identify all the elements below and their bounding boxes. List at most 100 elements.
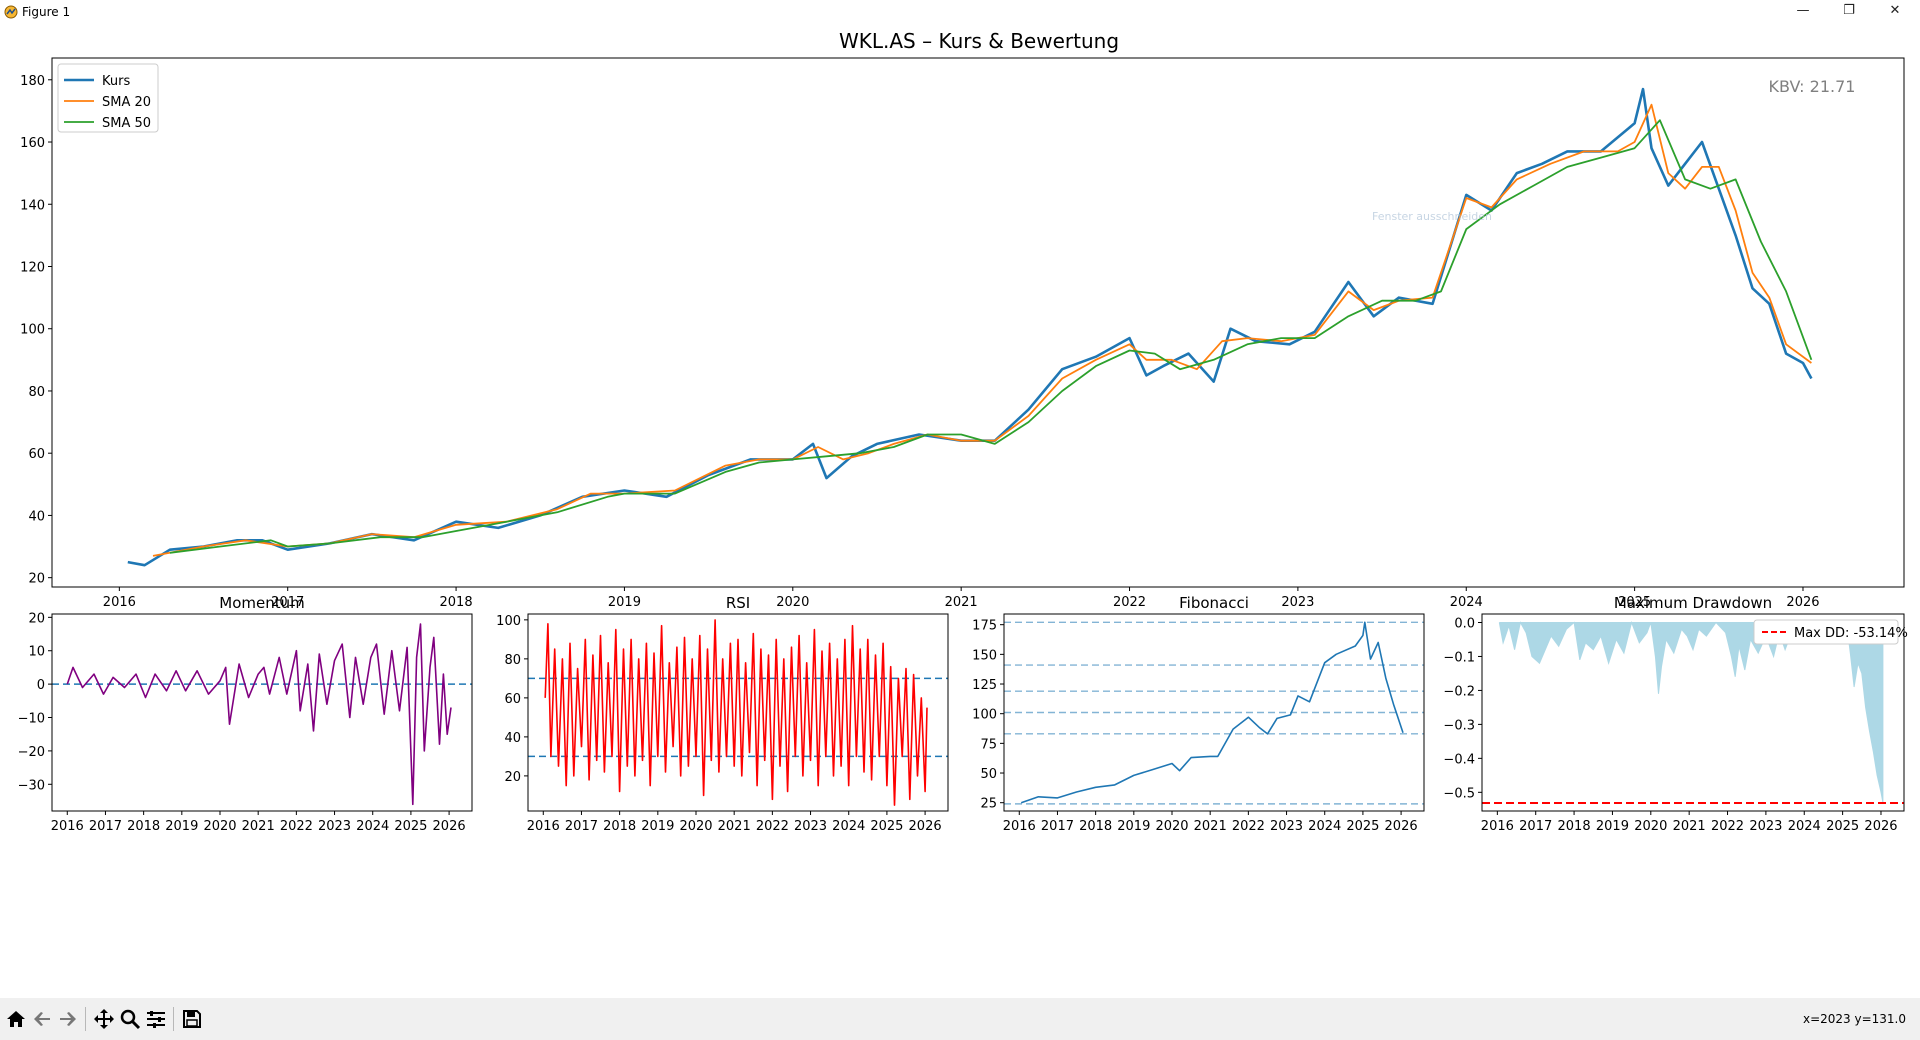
x-tick-label: 2017 xyxy=(271,595,304,610)
legend-box xyxy=(1753,619,1899,645)
cursor-coordinates: x=2023 y=131.0 xyxy=(1802,1012,1906,1026)
y-tick-label: 50 xyxy=(980,767,997,782)
minimize-button[interactable]: — xyxy=(1796,3,1810,18)
x-tick-label: 2024 xyxy=(1788,819,1821,834)
x-tick-label: 2024 xyxy=(356,819,389,834)
series-line-rsi xyxy=(544,619,928,806)
x-tick-label: 2026 xyxy=(1786,595,1819,610)
x-tick-label: 2018 xyxy=(1079,819,1112,834)
subplot-title: Momentum xyxy=(219,594,304,612)
y-tick-label: 125 xyxy=(972,678,997,693)
y-tick-label: 140 xyxy=(20,198,45,213)
x-tick-label: 2020 xyxy=(1155,819,1188,834)
y-tick-label: 180 xyxy=(20,74,45,89)
back-arrow-icon xyxy=(34,1012,50,1026)
x-tick-label: 2020 xyxy=(776,595,809,610)
y-tick-label: 0.0 xyxy=(1454,616,1475,631)
x-tick-label: 2023 xyxy=(1281,595,1314,610)
toolbar-separator xyxy=(85,1007,86,1031)
x-tick-label: 2019 xyxy=(1117,819,1150,834)
x-tick-label: 2024 xyxy=(832,819,865,834)
zoom-button[interactable] xyxy=(117,1006,143,1032)
pan-icon xyxy=(94,1009,114,1029)
x-tick-label: 2026 xyxy=(909,819,942,834)
home-button[interactable] xyxy=(3,1006,29,1032)
y-tick-label: −0.2 xyxy=(1443,684,1475,699)
x-tick-label: 2022 xyxy=(1232,819,1265,834)
close-button[interactable]: ✕ xyxy=(1889,3,1901,18)
y-tick-label: 60 xyxy=(28,447,45,462)
window-title: Figure 1 xyxy=(22,5,71,19)
forward-arrow-icon xyxy=(60,1012,76,1026)
x-tick-label: 2018 xyxy=(440,595,473,610)
y-tick-label: −30 xyxy=(18,778,45,793)
x-tick-label: 2018 xyxy=(603,819,636,834)
x-tick-label: 2026 xyxy=(1385,819,1418,834)
x-tick-label: 2024 xyxy=(1450,595,1483,610)
x-tick-label: 2022 xyxy=(280,819,313,834)
window-titlebar: Figure 1 — ❐ ✕ xyxy=(0,0,1920,24)
maximize-button[interactable]: ❐ xyxy=(1843,3,1855,18)
y-tick-label: 20 xyxy=(28,611,45,626)
x-tick-label: 2021 xyxy=(718,819,751,834)
x-tick-label: 2023 xyxy=(1749,819,1782,834)
series-line-sma-50 xyxy=(169,119,1813,554)
momentum-axes[interactable]: Momentum 2016 2017 2018 2019 2020 2021 2022 2023… xyxy=(18,594,473,834)
y-tick-label: 75 xyxy=(980,737,997,752)
save-button[interactable] xyxy=(179,1006,205,1032)
legend-entry: SMA 50 xyxy=(102,116,151,131)
configure-subplots-button[interactable] xyxy=(143,1006,169,1032)
y-tick-label: −20 xyxy=(18,745,45,760)
fibonacci-axes[interactable]: Fibonacci 2016 2017 2018 2019 2020 2021 2022 202… xyxy=(972,594,1425,834)
y-tick-label: 25 xyxy=(980,797,997,812)
x-tick-label: 2023 xyxy=(318,819,351,834)
figure-canvas[interactable]: WKL.AS – Kurs & Bewertung 2016 2017 2018 20… xyxy=(0,24,1920,998)
navigation-toolbar: x=2023 y=131.0 xyxy=(0,998,1920,1040)
x-tick-label: 2020 xyxy=(679,819,712,834)
x-tick-label: 2017 xyxy=(89,819,122,834)
y-tick-label: −10 xyxy=(18,712,45,727)
x-tick-label: 2026 xyxy=(433,819,466,834)
x-tick-label: 2023 xyxy=(794,819,827,834)
series-line-kurs xyxy=(127,87,1813,567)
y-tick-label: 100 xyxy=(496,614,521,629)
x-tick-label: 2022 xyxy=(756,819,789,834)
home-icon xyxy=(7,1011,25,1027)
price-axes[interactable]: 2016 2017 2018 2019 2020 2021 2022 2023 2024 2025… xyxy=(20,57,1905,610)
x-tick-label: 2021 xyxy=(1194,819,1227,834)
x-tick-label: 2025 xyxy=(1346,819,1379,834)
legend-entry: Max DD: -53.14% xyxy=(1794,626,1908,641)
y-tick-label: −0.3 xyxy=(1443,718,1475,733)
x-tick-label: 2018 xyxy=(1558,819,1591,834)
pan-button[interactable] xyxy=(91,1006,117,1032)
x-tick-label: 2016 xyxy=(1003,819,1036,834)
legend-entry: Kurs xyxy=(102,74,130,89)
forward-button[interactable] xyxy=(55,1006,81,1032)
kbv-annotation: KBV: 21.71 xyxy=(1769,77,1856,96)
series-line-momentum xyxy=(66,623,452,806)
subplot-title: Fibonacci xyxy=(1179,594,1249,612)
x-tick-label: 2016 xyxy=(103,595,136,610)
rsi-axes[interactable]: RSI 2016 2017 2018 2019 2020 2021 2022 2023 2024 2… xyxy=(496,594,949,834)
series-line-sma-20 xyxy=(152,103,1812,557)
x-tick-label: 2021 xyxy=(1673,819,1706,834)
x-tick-label: 2025 xyxy=(1826,819,1859,834)
x-tick-label: 2025 xyxy=(870,819,903,834)
x-tick-label: 2019 xyxy=(641,819,674,834)
x-tick-label: 2024 xyxy=(1308,819,1341,834)
subplot-title: RSI xyxy=(726,594,750,612)
x-tick-label: 2017 xyxy=(1519,819,1552,834)
toolbar-separator xyxy=(173,1007,174,1031)
back-button[interactable] xyxy=(29,1006,55,1032)
drawdown-axes[interactable]: Maximum Drawdown 2016 2017 2018 2019 2020 2021… xyxy=(1443,594,1907,834)
x-tick-label: 2025 xyxy=(394,819,427,834)
x-tick-label: 2020 xyxy=(1634,819,1667,834)
y-tick-label: −0.1 xyxy=(1443,650,1475,665)
sliders-icon xyxy=(147,1011,165,1028)
y-tick-label: 100 xyxy=(20,323,45,338)
x-tick-label: 2016 xyxy=(527,819,560,834)
y-tick-label: 0 xyxy=(37,678,45,693)
axes-frame xyxy=(51,613,473,812)
y-tick-label: 80 xyxy=(28,385,45,400)
y-tick-label: 40 xyxy=(28,509,45,524)
